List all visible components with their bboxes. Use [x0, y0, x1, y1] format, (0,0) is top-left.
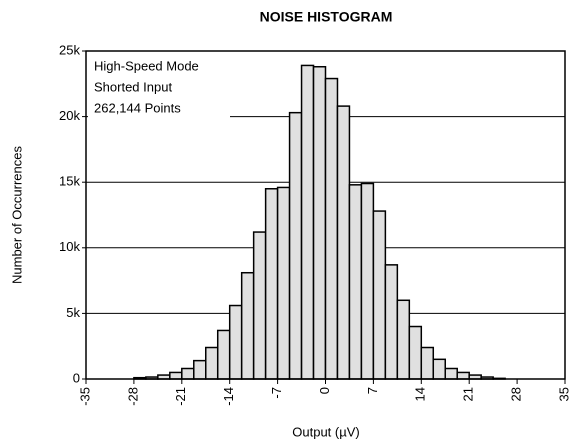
- x-axis-label: Output (µV): [292, 424, 359, 439]
- bar: [444, 367, 458, 380]
- x-tick-label: -21: [173, 387, 188, 406]
- y-axis-label: Number of Occurrences: [9, 146, 24, 284]
- annotation: 262,144 Points: [94, 100, 181, 115]
- annotation: Shorted Input: [94, 79, 172, 94]
- bar: [372, 210, 387, 380]
- bar: [336, 105, 351, 380]
- bar: [205, 346, 219, 380]
- bar: [252, 231, 267, 380]
- x-tick-label: 14: [413, 387, 428, 401]
- bar: [169, 371, 183, 380]
- y-tick-label: 25k: [59, 42, 80, 57]
- y-tick-label: 10k: [59, 239, 80, 254]
- bar: [324, 77, 339, 380]
- plot-frame: [85, 50, 566, 380]
- x-tick-label: 21: [461, 387, 476, 401]
- bar: [276, 186, 291, 380]
- bar: [360, 182, 375, 380]
- annotation-box: [88, 53, 230, 125]
- bar: [193, 359, 207, 380]
- bar: [181, 367, 195, 380]
- x-tick-label: 7: [365, 387, 380, 394]
- bar: [408, 325, 423, 380]
- bar: [240, 271, 255, 380]
- bar: [348, 184, 363, 380]
- bar: [396, 299, 411, 380]
- bar: [228, 304, 243, 380]
- annotation: High-Speed Mode: [94, 58, 199, 73]
- chart-title: NOISE HISTOGRAM: [260, 9, 393, 25]
- x-tick-label: -7: [269, 387, 284, 399]
- x-tick-label: -28: [125, 387, 140, 406]
- y-tick-label: 0: [73, 370, 80, 385]
- x-tick-label: 0: [317, 387, 332, 394]
- bar: [432, 358, 446, 380]
- bar: [288, 111, 303, 380]
- bar: [384, 264, 399, 380]
- bar: [456, 371, 470, 380]
- x-tick-label: -35: [77, 387, 92, 406]
- bar: [264, 188, 279, 380]
- bar: [312, 65, 327, 380]
- bar: [216, 329, 231, 380]
- y-tick-label: 5k: [66, 305, 80, 320]
- bar: [420, 346, 435, 380]
- x-tick-label: 35: [556, 387, 571, 401]
- x-tick-label: -14: [221, 387, 236, 406]
- x-tick-label: 28: [509, 387, 524, 401]
- y-tick-label: 15k: [59, 174, 80, 189]
- y-tick-label: 20k: [59, 108, 80, 123]
- bar: [300, 64, 315, 380]
